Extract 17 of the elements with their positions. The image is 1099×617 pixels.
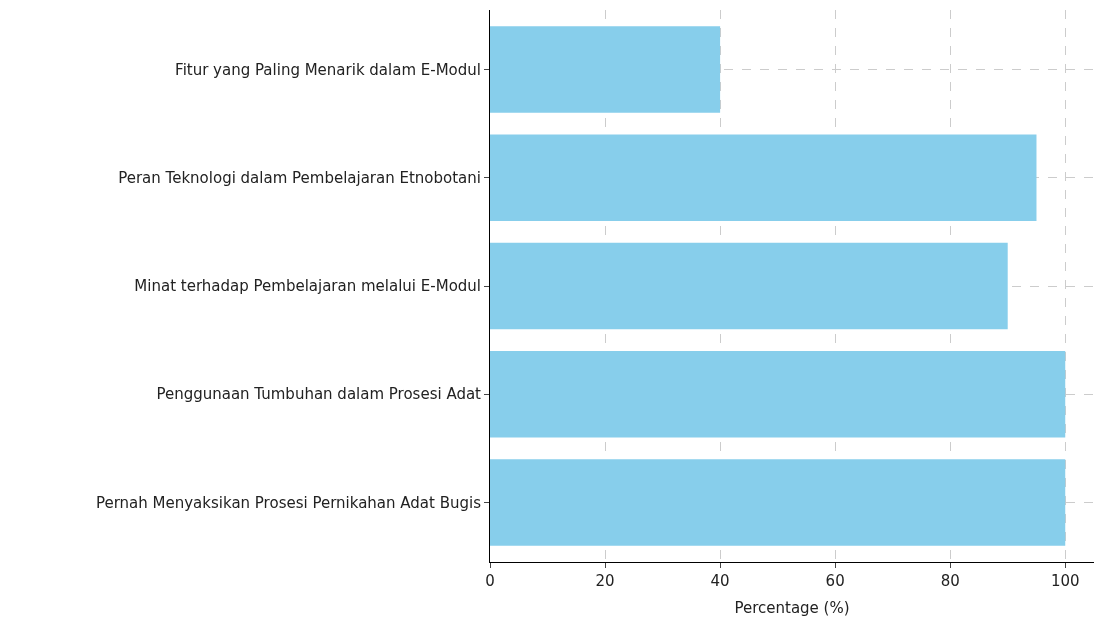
bar xyxy=(490,134,1037,222)
x-tick-label: 0 xyxy=(485,572,495,590)
y-tick-label: Fitur yang Paling Menarik dalam E-Modul xyxy=(175,60,481,79)
x-axis-title: Percentage (%) xyxy=(734,599,850,617)
x-tick-label: 100 xyxy=(1050,572,1080,590)
y-tick-label: Penggunaan Tumbuhan dalam Prosesi Adat xyxy=(156,385,482,404)
x-tick-label: 80 xyxy=(940,572,960,590)
bar xyxy=(490,350,1066,438)
y-tick-label: Peran Teknologi dalam Pembelajaran Etnobotani xyxy=(118,169,481,188)
x-tick-label: 60 xyxy=(825,572,845,590)
x-tick-label: 20 xyxy=(595,572,615,590)
y-tick-label: Minat terhadap Pembelajaran melalui E-Modul xyxy=(134,277,481,296)
bar xyxy=(490,26,721,113)
bar xyxy=(490,242,1008,330)
y-tick-label: Pernah Menyaksikan Prosesi Pernikahan Adat Bugis xyxy=(95,493,482,512)
x-tick-label: 40 xyxy=(710,572,730,590)
bar xyxy=(490,459,1066,546)
